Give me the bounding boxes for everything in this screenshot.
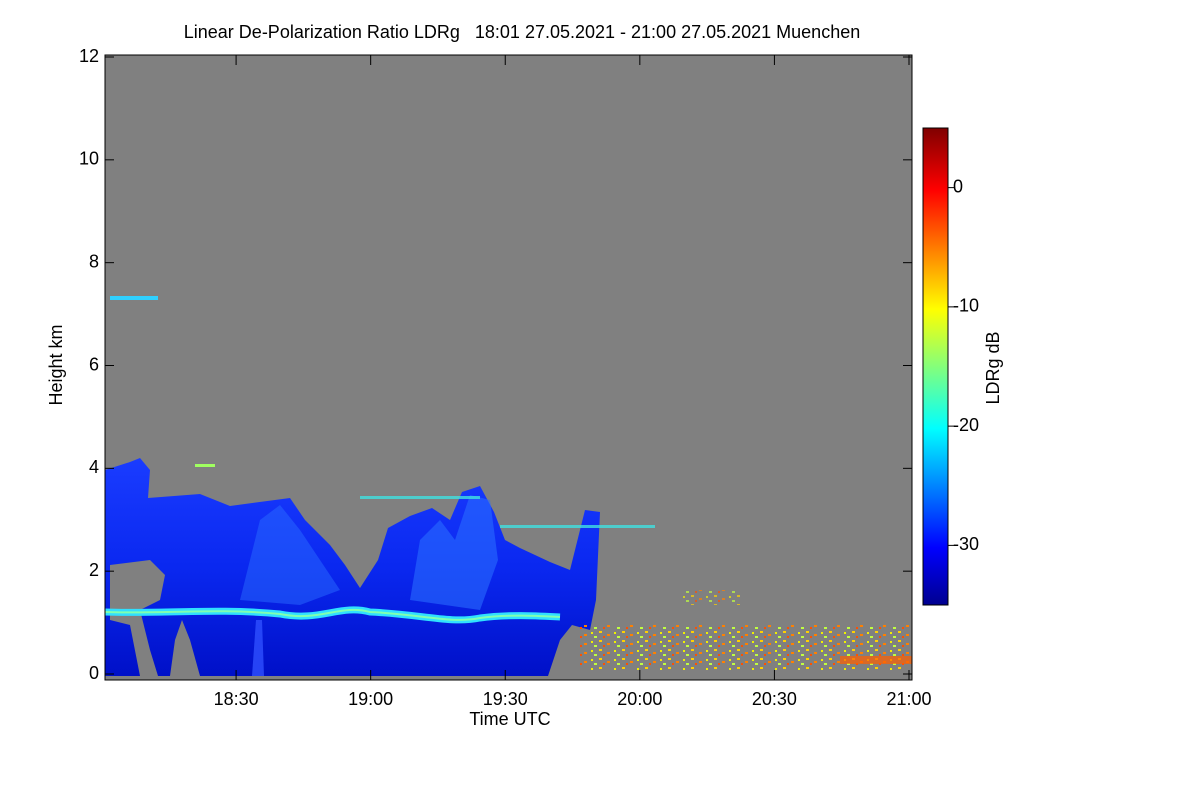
x-tick-label: 19:30	[483, 689, 528, 709]
x-tick-label: 21:00	[886, 689, 931, 709]
colorbar-label: LDRg dB	[983, 331, 1003, 404]
y-tick-label: 10	[79, 149, 99, 169]
plot-frame	[104, 54, 913, 681]
y-axis-label: Height km	[46, 324, 66, 405]
x-tick-label: 18:30	[214, 689, 259, 709]
colorbar-tick-label: -10	[953, 296, 979, 316]
y-tick-label: 0	[89, 663, 99, 683]
y-tick-label: 8	[89, 251, 99, 271]
x-tick-label: 20:30	[752, 689, 797, 709]
chart-title: Linear De-Polarization Ratio LDRg 18:01 …	[184, 22, 860, 42]
y-tick-label: 2	[89, 560, 99, 580]
heatmap-field	[105, 55, 912, 680]
y-tick-label: 12	[79, 46, 99, 66]
x-axis-label: Time UTC	[469, 709, 550, 729]
colorbar-tick-label: -20	[953, 415, 979, 435]
x-tick-label: 20:00	[617, 689, 662, 709]
colorbar	[922, 127, 949, 606]
colorbar-tick-label: -30	[953, 534, 979, 554]
y-tick-label: 6	[89, 354, 99, 374]
x-tick-label: 19:00	[348, 689, 393, 709]
y-tick-label: 4	[89, 457, 99, 477]
colorbar-tick-label: 0	[953, 176, 963, 196]
